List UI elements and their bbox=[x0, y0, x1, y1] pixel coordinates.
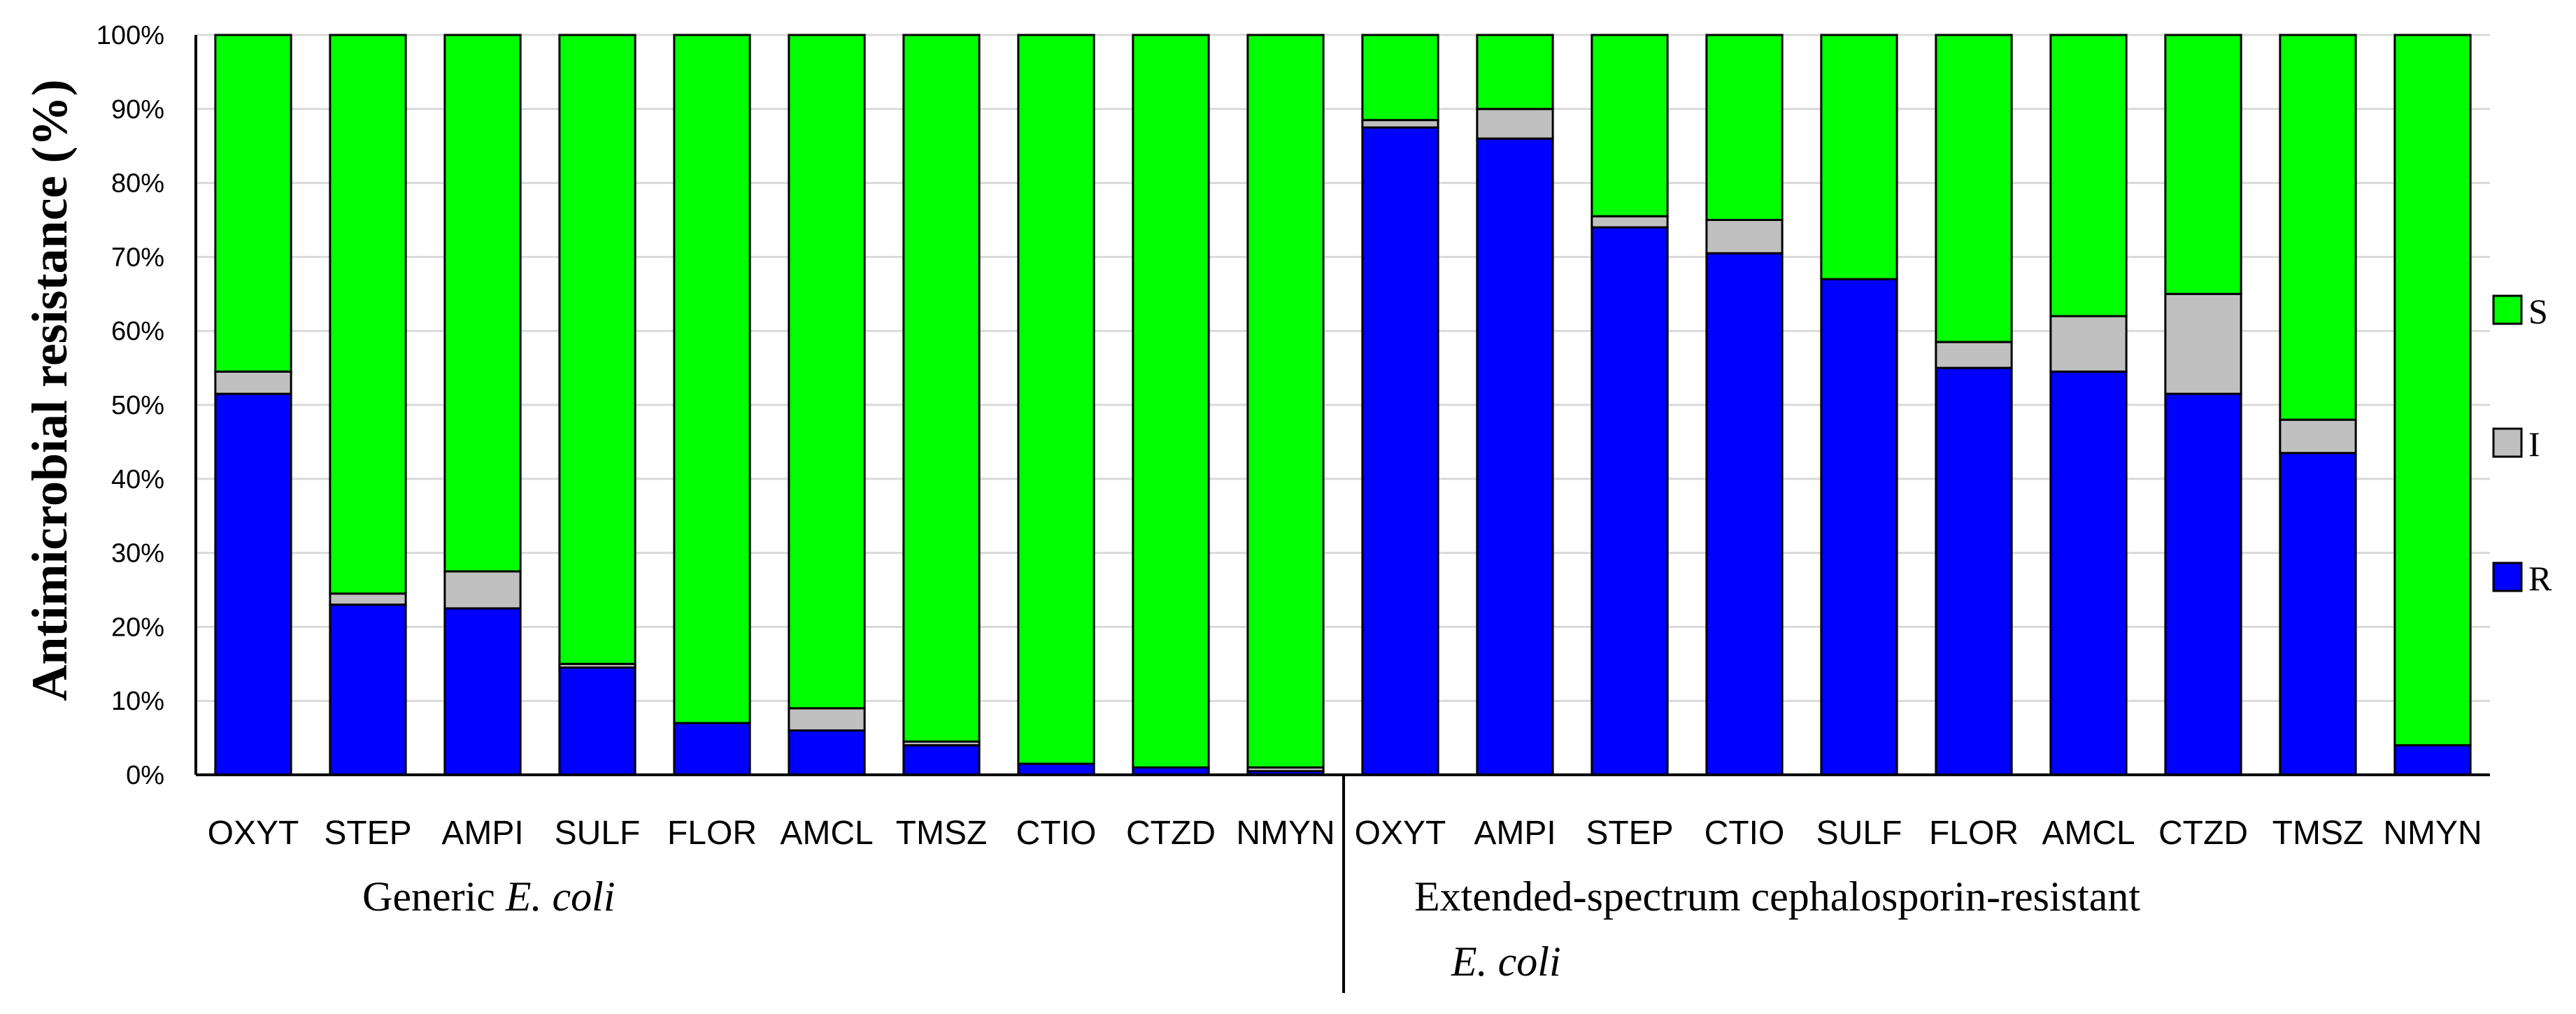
bar-segment-R bbox=[1820, 278, 1898, 776]
legend-swatch-R bbox=[2492, 562, 2523, 592]
x-tick-label: TMSZ bbox=[2272, 815, 2364, 852]
bar-segment-R bbox=[788, 729, 866, 776]
x-tick-label: AMPI bbox=[1474, 815, 1556, 852]
x-tick-label: OXYT bbox=[1355, 815, 1446, 852]
x-tick-label: CTZD bbox=[2158, 815, 2248, 852]
group-label-esc-line2: E. coli bbox=[1451, 938, 1561, 985]
x-tick-label: OXYT bbox=[208, 815, 299, 852]
x-tick-label: NMYN bbox=[2383, 815, 2482, 852]
axes bbox=[194, 35, 2490, 776]
x-tick-label: FLOR bbox=[667, 815, 757, 852]
y-tick-labels: 0% 10% 20% 30% 40% 50% 60% 70% 80% 90% 100% bbox=[97, 21, 164, 790]
bar-segment-I bbox=[1705, 219, 1784, 255]
bar-segment-R bbox=[673, 722, 751, 776]
bar-segment-S bbox=[329, 34, 407, 595]
bar-segment-R bbox=[1361, 126, 1439, 776]
y-tick-label: 10% bbox=[111, 687, 164, 716]
group-label-generic: Generic E. coli bbox=[362, 873, 615, 920]
bar-segment-S bbox=[1705, 34, 1784, 221]
y-tick-label: 20% bbox=[111, 613, 164, 642]
bar-segment-S bbox=[788, 34, 866, 710]
gridlines bbox=[196, 34, 2490, 702]
bar-segment-S bbox=[1246, 34, 1325, 769]
group-label-esc-line1: Extended-spectrum cephalosporin-resistan… bbox=[1414, 873, 2140, 920]
bar-segment-S bbox=[1591, 34, 1669, 217]
bar-segment-S bbox=[1935, 34, 2013, 343]
legend: S I R bbox=[2492, 292, 2552, 598]
y-tick-label: 90% bbox=[111, 95, 164, 124]
bar-segment-I bbox=[788, 707, 866, 732]
bar-segment-S bbox=[1361, 34, 1439, 122]
bar-segment-S bbox=[2049, 34, 2128, 317]
bar-segment-S bbox=[2164, 34, 2242, 295]
legend-label-S: S bbox=[2528, 292, 2548, 331]
bar-segment-S bbox=[673, 34, 751, 724]
bar-segment-S bbox=[2393, 34, 2472, 747]
bar-segment-R bbox=[2164, 392, 2242, 776]
bar-segment-I bbox=[1476, 108, 1554, 140]
bar-segment-S bbox=[2279, 34, 2357, 421]
legend-swatch-S bbox=[2492, 294, 2523, 325]
bar-segment-I bbox=[2164, 292, 2242, 395]
x-tick-label: CTIO bbox=[1705, 815, 1785, 852]
bar-segment-R bbox=[2279, 452, 2357, 776]
y-tick-label: 0% bbox=[126, 761, 164, 790]
x-tick-label: SULF bbox=[555, 815, 641, 852]
y-tick-label: 40% bbox=[111, 465, 164, 494]
x-tick-label: CTZD bbox=[1126, 815, 1216, 852]
bar-segment-S bbox=[1132, 34, 1210, 769]
bars bbox=[214, 34, 2472, 776]
bar-segment-S bbox=[558, 34, 636, 665]
bar-segment-R bbox=[329, 604, 407, 776]
bar-segment-I bbox=[2049, 315, 2128, 373]
bar-segment-R bbox=[2393, 744, 2472, 776]
bar-segment-I bbox=[1361, 119, 1439, 129]
bar-segment-R bbox=[1705, 252, 1784, 776]
legend-label-R: R bbox=[2528, 559, 2552, 598]
bar-segment-R bbox=[1017, 762, 1095, 776]
bar-segment-R bbox=[1476, 137, 1554, 776]
bar-segment-I bbox=[1935, 341, 2013, 369]
x-tick-label: NMYN bbox=[1236, 815, 1335, 852]
legend-label-I: I bbox=[2528, 424, 2540, 464]
bar-segment-I bbox=[214, 370, 292, 395]
y-tick-label: 30% bbox=[111, 539, 164, 569]
y-tick-label: 50% bbox=[111, 391, 164, 420]
x-tick-label: TMSZ bbox=[896, 815, 988, 852]
bar-segment-R bbox=[558, 666, 636, 776]
bar-segment-R bbox=[1591, 226, 1669, 776]
bar-segment-S bbox=[1017, 34, 1095, 765]
bar-segment-R bbox=[443, 607, 522, 776]
x-tick-label: AMCL bbox=[2042, 815, 2135, 852]
x-tick-labels: OXYT STEP AMPI SULF FLOR AMCL TMSZ CTIO CTZD NMYN… bbox=[208, 815, 2482, 852]
x-tick-label: AMPI bbox=[441, 815, 523, 852]
bar-segment-I bbox=[329, 592, 407, 606]
y-tick-label: 70% bbox=[111, 243, 164, 272]
x-tick-label: STEP bbox=[1586, 815, 1673, 852]
x-tick-label: STEP bbox=[324, 815, 411, 852]
bar-segment-I bbox=[443, 570, 522, 610]
y-tick-label: 80% bbox=[111, 169, 164, 199]
y-tick-label: 60% bbox=[111, 317, 164, 346]
bar-segment-I bbox=[1591, 215, 1669, 229]
legend-swatch-I bbox=[2492, 427, 2523, 458]
x-tick-label: SULF bbox=[1816, 815, 1902, 852]
x-tick-label: AMCL bbox=[780, 815, 873, 852]
bar-segment-R bbox=[902, 744, 981, 776]
bar-segment-R bbox=[214, 392, 292, 776]
y-axis-label: Antimicrobial resistance (%) bbox=[22, 79, 78, 701]
bar-segment-S bbox=[902, 34, 981, 743]
bar-segment-S bbox=[1476, 34, 1554, 110]
y-tick-label: 100% bbox=[97, 21, 164, 50]
bar-segment-S bbox=[214, 34, 292, 373]
bar-segment-S bbox=[443, 34, 522, 573]
bar-segment-S bbox=[1820, 34, 1898, 280]
bar-segment-R bbox=[2049, 370, 2128, 776]
bar-segment-I bbox=[2279, 418, 2357, 455]
x-tick-label: FLOR bbox=[1929, 815, 2019, 852]
bar-segment-R bbox=[1935, 366, 2013, 776]
x-tick-label: CTIO bbox=[1016, 815, 1097, 852]
